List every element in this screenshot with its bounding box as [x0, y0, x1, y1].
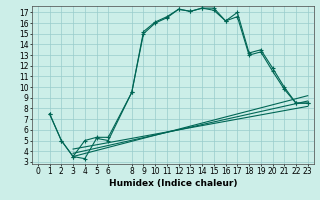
X-axis label: Humidex (Indice chaleur): Humidex (Indice chaleur)	[108, 179, 237, 188]
